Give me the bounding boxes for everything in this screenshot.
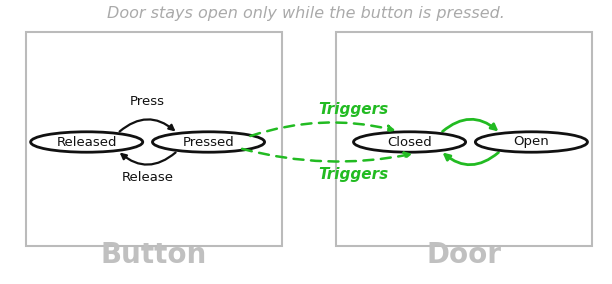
Text: Triggers: Triggers: [318, 102, 389, 117]
Text: Open: Open: [513, 135, 550, 149]
FancyBboxPatch shape: [26, 32, 282, 246]
FancyArrowPatch shape: [242, 149, 409, 162]
Text: Door: Door: [427, 241, 502, 269]
Ellipse shape: [31, 132, 143, 152]
Text: Press: Press: [130, 95, 165, 108]
Text: Button: Button: [100, 241, 207, 269]
Text: Triggers: Triggers: [318, 167, 389, 182]
FancyArrowPatch shape: [442, 119, 496, 131]
Text: Released: Released: [56, 135, 117, 149]
Text: Release: Release: [122, 171, 174, 184]
FancyArrowPatch shape: [250, 122, 393, 136]
Ellipse shape: [476, 132, 588, 152]
Text: Closed: Closed: [387, 135, 432, 149]
FancyArrowPatch shape: [119, 119, 174, 131]
FancyArrowPatch shape: [122, 153, 176, 165]
Text: Pressed: Pressed: [182, 135, 234, 149]
Text: Door stays open only while the button is pressed.: Door stays open only while the button is…: [107, 6, 505, 21]
Ellipse shape: [152, 132, 264, 152]
FancyBboxPatch shape: [337, 32, 592, 246]
FancyArrowPatch shape: [445, 153, 499, 165]
Ellipse shape: [354, 132, 466, 152]
